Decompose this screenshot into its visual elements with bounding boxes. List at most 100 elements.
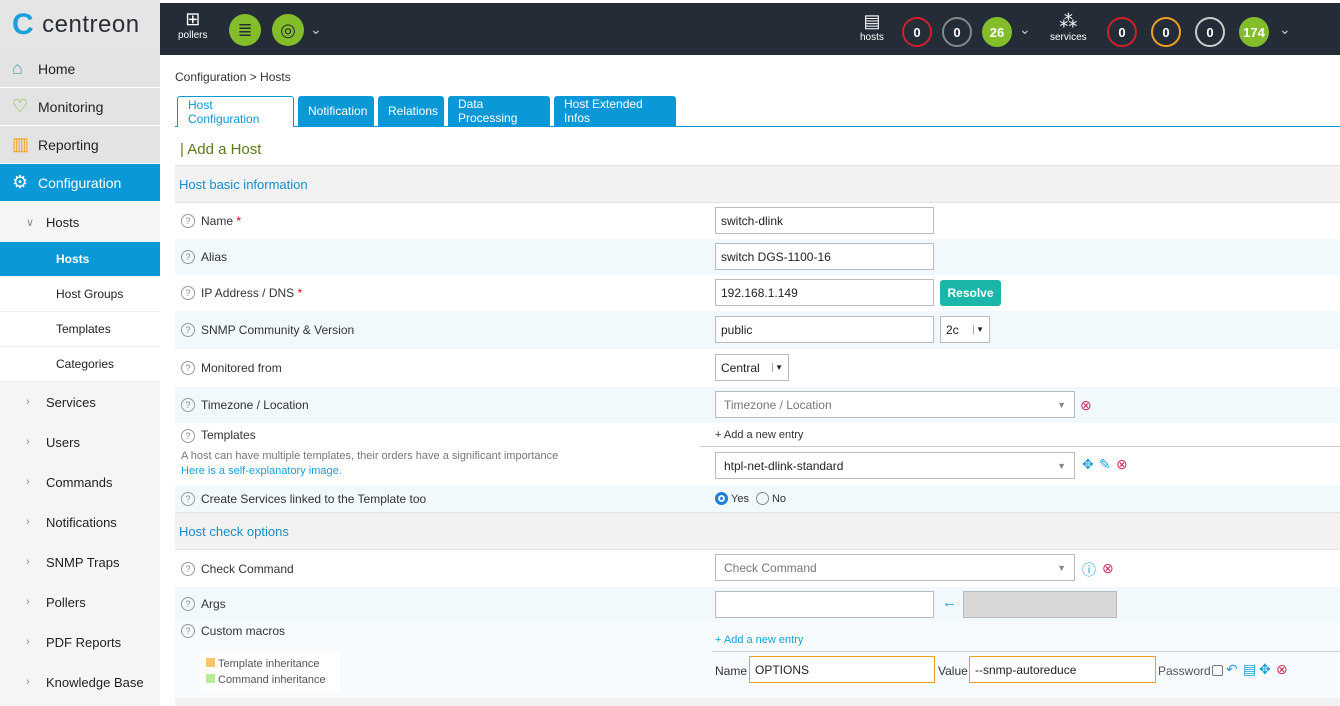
hosts-button[interactable]: ▤ hosts	[860, 11, 884, 43]
services-button[interactable]: ⁂ services	[1050, 11, 1087, 43]
menu-home[interactable]: ⌂ Home	[0, 50, 160, 88]
timezone-select[interactable]: Timezone / Location ▼	[715, 391, 1075, 418]
services-unknown-count[interactable]: 0	[1195, 17, 1225, 47]
services-warning-count[interactable]: 0	[1151, 17, 1181, 47]
password-checkbox[interactable]	[1212, 665, 1223, 676]
info-icon[interactable]: ⓘ	[1082, 562, 1096, 578]
macro-value-input[interactable]: --snmp-autoreduce	[969, 656, 1156, 683]
help-icon[interactable]: ?	[181, 286, 195, 300]
help-icon[interactable]: ?	[181, 323, 195, 337]
chevron-down-icon[interactable]: ⌄	[1019, 21, 1031, 37]
menu-categories[interactable]: Categories	[0, 347, 160, 382]
dropdown-arrow-icon: ▼	[1057, 399, 1066, 410]
heartbeat-icon: ♡	[12, 96, 29, 116]
macro-legend: Template inheritance Command inheritance	[200, 652, 340, 692]
snmp-community-input[interactable]: public	[715, 316, 934, 343]
tab-data-processing[interactable]: Data Processing	[448, 96, 550, 126]
chevron-down-icon[interactable]: ⌄	[1279, 21, 1291, 37]
menu-reporting[interactable]: ▥ Reporting	[0, 126, 160, 164]
tab-notification[interactable]: Notification	[298, 96, 374, 126]
monitored-row: ? Monitored from	[175, 349, 1340, 387]
clear-icon[interactable]: ⊗	[1102, 560, 1114, 576]
help-icon[interactable]: ?	[181, 624, 195, 638]
clear-icon[interactable]: ⊗	[1080, 397, 1092, 413]
ip-row: ? IP Address / DNS *	[175, 275, 1340, 311]
description-icon[interactable]: ▤	[1243, 661, 1257, 677]
remove-icon[interactable]: ⊗	[1276, 661, 1288, 677]
template-select[interactable]: htpl-net-dlink-standard ▼	[715, 452, 1075, 479]
tab-host-extended-infos[interactable]: Host Extended Infos	[554, 96, 676, 126]
section-header: Host check options	[175, 512, 1340, 550]
move-icon[interactable]: ✥	[1082, 456, 1094, 472]
move-icon[interactable]: ✥	[1259, 661, 1271, 677]
help-icon[interactable]: ?	[181, 492, 195, 506]
resolve-button[interactable]: Resolve	[940, 280, 1001, 306]
check-command-select[interactable]: Check Command ▼	[715, 554, 1075, 581]
hosts-unreachable-count[interactable]: 0	[942, 17, 972, 47]
hosts-up-count[interactable]: 26	[982, 17, 1012, 47]
menu-pollers[interactable]: › Pollers	[26, 594, 86, 610]
help-icon[interactable]: ?	[181, 214, 195, 228]
ip-input[interactable]: 192.168.1.149	[715, 279, 934, 306]
help-icon[interactable]: ?	[181, 361, 195, 375]
pollers-button[interactable]: ⊞ pollers	[178, 9, 208, 41]
menu-hosts-group[interactable]: ∨ Hosts	[26, 214, 80, 230]
menu-hosts[interactable]: Hosts	[0, 242, 160, 277]
macro-name-label: Name	[715, 664, 748, 678]
dropdown-arrow-icon: ▼	[1057, 562, 1066, 573]
menu-knowledge-base[interactable]: › Knowledge Base	[26, 674, 144, 690]
name-input[interactable]: switch-dlink	[715, 207, 934, 234]
engine-gauge-icon[interactable]: ◎	[272, 14, 304, 46]
chevron-down-icon[interactable]: ⌄	[310, 21, 322, 37]
arrow-left-icon[interactable]: ←	[942, 594, 957, 611]
alias-input[interactable]: switch DGS-1100-16	[715, 243, 934, 270]
sidebar: ⌂ Home ♡ Monitoring ▥ Reporting ⚙ Configurat…	[0, 50, 160, 706]
dropdown-arrow-icon: ▼	[1057, 460, 1066, 471]
services-critical-count[interactable]: 0	[1107, 17, 1137, 47]
menu-snmp-traps[interactable]: › SNMP Traps	[26, 554, 120, 570]
chevron-right-icon: ›	[26, 596, 30, 608]
help-icon[interactable]: ?	[181, 597, 195, 611]
remove-icon[interactable]: ⊗	[1116, 456, 1128, 472]
monitored-from-select[interactable]: Central ▼	[715, 354, 789, 381]
menu-commands[interactable]: › Commands	[26, 474, 113, 490]
menu-notifications[interactable]: › Notifications	[26, 514, 117, 530]
add-macro-entry[interactable]: + Add a new entry	[715, 634, 804, 646]
templates-row: ? Templates A host can have multiple temp…	[181, 428, 559, 477]
add-template-entry[interactable]: + Add a new entry	[715, 429, 804, 441]
help-icon[interactable]: ?	[181, 561, 195, 576]
radio-no[interactable]	[755, 492, 769, 505]
top-bar: ⊞ pollers ≣ ◎ ⌄ ▤ hosts 0 0 26 ⌄ ⁂ services…	[0, 3, 1340, 55]
args-input[interactable]	[715, 591, 934, 618]
undo-icon[interactable]: ↶	[1226, 661, 1238, 677]
home-icon: ⌂	[12, 58, 23, 78]
help-icon[interactable]: ?	[181, 250, 195, 264]
radio-yes[interactable]	[715, 492, 728, 505]
snmp-version-select[interactable]: 2c ▼	[940, 316, 990, 343]
database-icon[interactable]: ≣	[229, 14, 261, 46]
create-services-radio: Yes No	[715, 492, 786, 505]
help-icon[interactable]: ?	[181, 429, 195, 443]
services-ok-count[interactable]: 174	[1239, 17, 1269, 47]
chevron-down-icon: ∨	[26, 216, 35, 229]
tab-relations[interactable]: Relations	[378, 96, 444, 126]
breadcrumb[interactable]: Configuration > Hosts	[175, 70, 291, 84]
edit-pencil-icon[interactable]: ✎	[1099, 456, 1111, 472]
menu-services[interactable]: › Services	[26, 394, 96, 410]
args-preview	[963, 591, 1117, 618]
menu-monitoring[interactable]: ♡ Monitoring	[0, 88, 160, 126]
templates-help-link[interactable]: Here is a self-explanatory image.	[181, 465, 342, 477]
menu-templates[interactable]: Templates	[0, 312, 160, 347]
help-icon[interactable]: ?	[181, 398, 195, 412]
tab-host-configuration[interactable]: Host Configuration	[177, 96, 294, 127]
menu-users[interactable]: › Users	[26, 434, 80, 450]
chevron-right-icon: ›	[26, 516, 30, 528]
macro-name-input[interactable]: OPTIONS	[749, 656, 935, 683]
menu-host-groups[interactable]: Host Groups	[0, 277, 160, 312]
hosts-down-count[interactable]: 0	[902, 17, 932, 47]
divider	[700, 446, 1340, 447]
menu-configuration[interactable]: ⚙ Configuration	[0, 164, 160, 202]
chevron-right-icon: ›	[26, 476, 30, 488]
menu-pdf-reports[interactable]: › PDF Reports	[26, 634, 122, 650]
